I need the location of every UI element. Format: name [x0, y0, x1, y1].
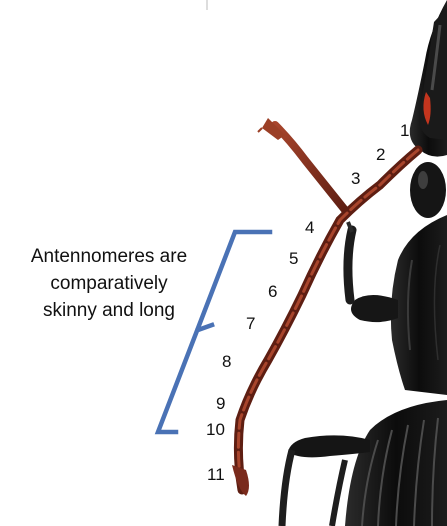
segment-label-7: 7 [246, 314, 256, 333]
segment-label-4: 4 [305, 218, 315, 237]
beetle-middle-leg [278, 435, 370, 526]
beetle-thorax [390, 215, 447, 395]
beetle-elytra [345, 400, 447, 526]
annotation-caption: Antennomeres are comparatively skinny an… [4, 243, 214, 324]
segment-label-2: 2 [376, 145, 386, 164]
beetle-head [409, 0, 447, 218]
segment-label-1: 1 [400, 121, 410, 140]
beetle-antenna [232, 145, 423, 496]
beetle-other-antenna [257, 118, 349, 214]
segment-label-8: 8 [222, 352, 232, 371]
segment-label-9: 9 [216, 394, 226, 413]
segment-label-6: 6 [268, 282, 278, 301]
segment-label-11: 11 [207, 465, 225, 484]
segment-label-10: 10 [206, 420, 225, 439]
segment-label-5: 5 [289, 249, 299, 268]
caption-line-1: Antennomeres are [30, 246, 188, 267]
beetle-front-leg [343, 221, 398, 323]
segment-label-3: 3 [351, 169, 361, 188]
caption-line-3: skinny and long [42, 300, 176, 321]
caption-line-2: comparatively [50, 273, 168, 294]
antenna-bracket [154, 229, 273, 435]
